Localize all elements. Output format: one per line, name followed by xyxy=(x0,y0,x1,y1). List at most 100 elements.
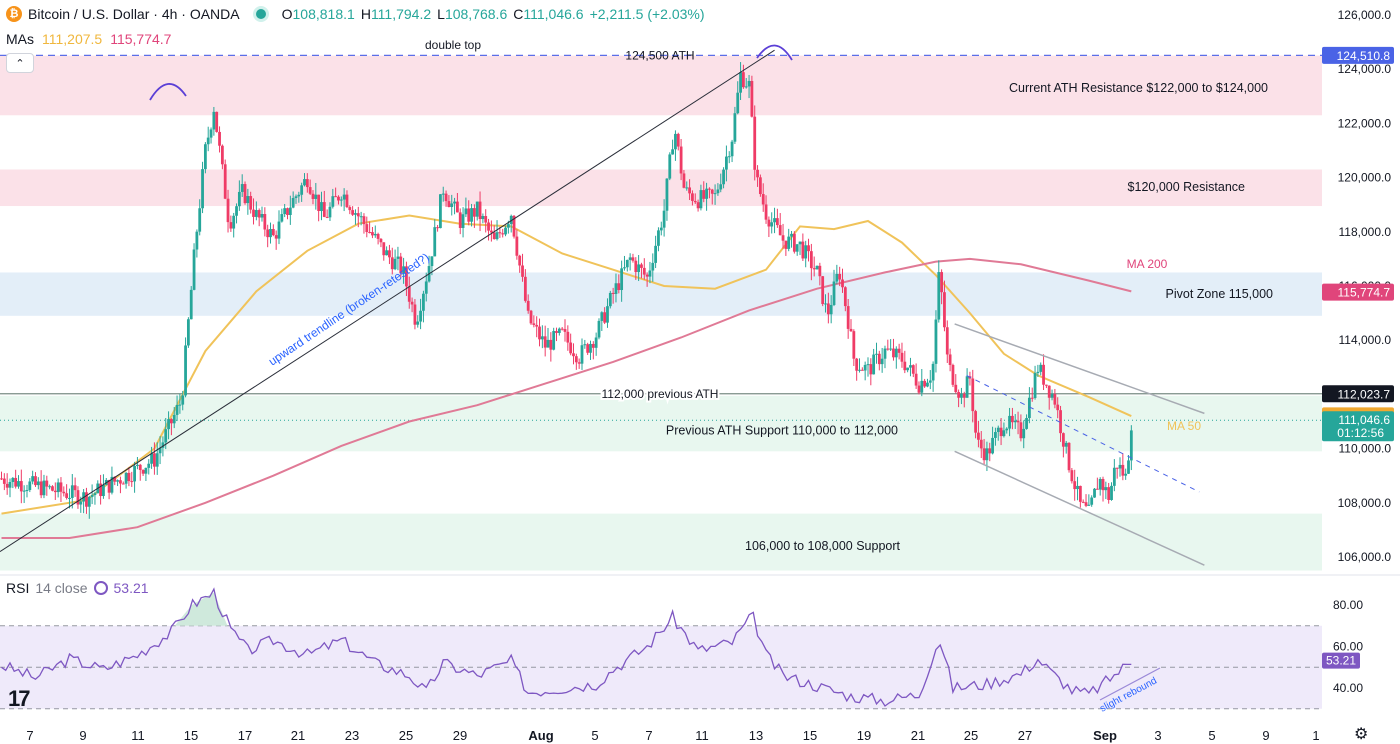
x-tick-label: 9 xyxy=(79,728,86,743)
candle-body xyxy=(846,306,850,329)
gear-icon[interactable]: ⚙ xyxy=(1354,726,1369,743)
candle-body xyxy=(753,116,757,170)
zone-label-1: $120,000 Resistance xyxy=(1128,180,1245,194)
candle-body xyxy=(269,228,272,238)
candle-body xyxy=(291,198,295,208)
candle-body xyxy=(470,208,473,222)
candle-body xyxy=(532,323,536,325)
candle-body xyxy=(809,251,813,269)
candle-body xyxy=(538,326,541,340)
candle-body xyxy=(85,492,88,507)
candle-body xyxy=(390,257,394,270)
candle-body xyxy=(382,242,386,256)
candle-body xyxy=(1121,464,1125,476)
candle-body xyxy=(671,149,675,155)
candle-body xyxy=(274,235,278,239)
y-tick-label: 120,000.0 xyxy=(1338,171,1392,185)
rsi-rebound-trend xyxy=(1099,667,1161,701)
candle-body xyxy=(1129,430,1133,461)
candle-body xyxy=(79,501,83,505)
zone-2 xyxy=(0,272,1322,316)
candle-body xyxy=(388,250,391,258)
candle-body xyxy=(787,236,791,249)
candle-body xyxy=(546,339,550,348)
candle-body xyxy=(170,419,173,424)
candle-body xyxy=(580,345,584,364)
candle-body xyxy=(161,442,165,448)
candle-body xyxy=(917,385,921,393)
candle-body xyxy=(36,481,40,486)
price-tag-text-0: 124,510.8 xyxy=(1337,49,1391,63)
price-tag-0 xyxy=(1322,46,1394,64)
candle-body xyxy=(807,245,810,252)
candle-body xyxy=(39,481,43,496)
candle-body xyxy=(492,232,496,240)
rsi-tick-label: 80.00 xyxy=(1333,598,1363,612)
x-tick-label: 3 xyxy=(1154,728,1161,743)
x-tick-label: 9 xyxy=(1262,728,1269,743)
price-tag-text-4: 111,046.6 xyxy=(1338,413,1390,427)
candle-body xyxy=(192,249,196,290)
rsi-overbought-fill xyxy=(174,592,228,626)
candle-body xyxy=(880,358,884,365)
price-tag-text-1: 115,774.7 xyxy=(1338,286,1391,300)
candle-body xyxy=(928,380,932,383)
price-tag-countdown: 01:12:56 xyxy=(1337,426,1384,440)
candle-body xyxy=(611,292,615,294)
candle-body xyxy=(577,362,581,364)
candle-body xyxy=(773,218,776,223)
candle-body xyxy=(51,486,54,491)
candle-body xyxy=(311,193,315,199)
candle-body xyxy=(65,493,69,498)
candle-body xyxy=(305,179,309,188)
high-value: 111,794.2 xyxy=(370,6,432,22)
tradingview-logo-icon[interactable]: 17 xyxy=(8,686,31,711)
candle-body xyxy=(1044,384,1048,386)
candle-body xyxy=(121,483,125,485)
candle-body xyxy=(877,353,881,365)
y-tick-label: 124,000.0 xyxy=(1338,62,1392,76)
candle-body xyxy=(455,201,459,213)
candle-body xyxy=(996,427,1000,433)
x-tick-label: 29 xyxy=(453,728,467,743)
candle-body xyxy=(529,310,533,324)
x-tick-label: 17 xyxy=(238,728,252,743)
chevron-up-icon[interactable]: ⌃ xyxy=(6,53,34,73)
x-tick-label: 27 xyxy=(1018,728,1032,743)
candle-body xyxy=(741,72,745,88)
symbol-title[interactable]: Bitcoin / U.S. Dollar · 4h · OANDA xyxy=(28,6,240,22)
rsi-legend[interactable]: RSI 14 close 53.21 xyxy=(6,580,149,596)
candle-body xyxy=(28,481,32,490)
candle-body xyxy=(481,216,485,220)
candle-body xyxy=(883,348,887,359)
candle-body xyxy=(237,191,241,207)
candle-body xyxy=(348,207,352,211)
candle-body xyxy=(557,328,561,333)
candle-body xyxy=(317,194,321,212)
x-tick-label: 15 xyxy=(184,728,198,743)
zone-0 xyxy=(0,55,1322,116)
candle-body xyxy=(1127,460,1130,474)
candle-body xyxy=(628,257,632,260)
candle-body xyxy=(960,394,963,398)
ma-legend[interactable]: MAs 111,207.5 115,774.7 xyxy=(6,31,171,47)
rsi-tick-label: 60.00 xyxy=(1333,640,1363,654)
candle-body xyxy=(1050,394,1054,398)
candle-body xyxy=(31,476,35,482)
candle-body xyxy=(467,208,471,222)
refresh-icon[interactable] xyxy=(93,581,108,595)
candle-body xyxy=(345,194,349,208)
x-tick-label: 7 xyxy=(645,728,652,743)
candle-body xyxy=(642,267,646,275)
candle-body xyxy=(730,141,734,157)
candle-body xyxy=(722,169,725,185)
candle-body xyxy=(651,262,655,271)
rsi-tick-label: 40.00 xyxy=(1333,681,1363,695)
candle-body xyxy=(674,133,677,150)
x-tick-label: Aug xyxy=(528,728,553,743)
candle-body xyxy=(574,356,578,363)
candle-body xyxy=(220,145,224,165)
candle-body xyxy=(14,477,18,487)
candle-body xyxy=(1047,385,1051,398)
